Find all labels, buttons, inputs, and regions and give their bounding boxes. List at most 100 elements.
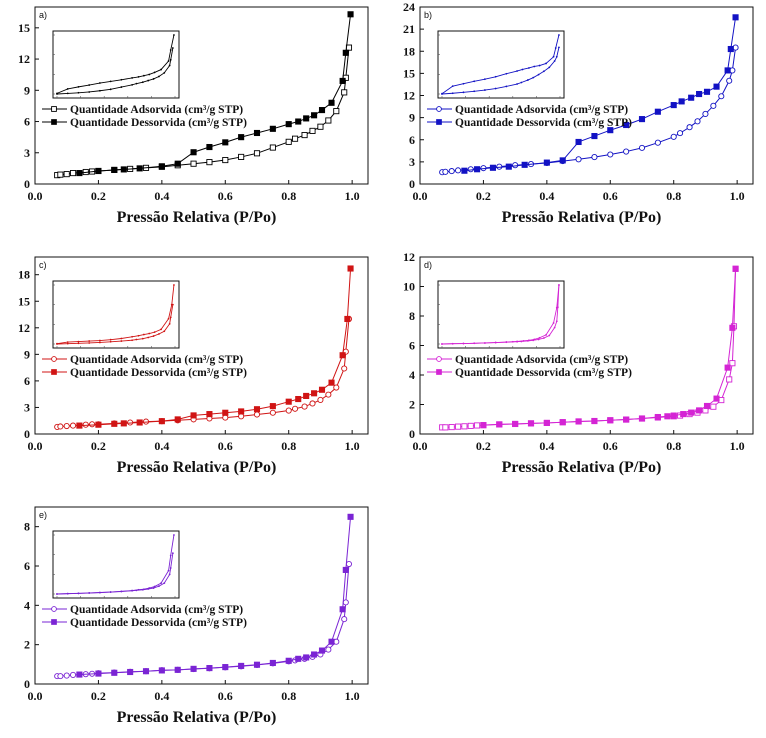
y-tick-label: 3 [409,155,415,169]
data-point [295,395,302,403]
inset-frame [52,280,180,349]
data-point [732,265,739,272]
inset-data-point [109,80,112,83]
inset-data-point [462,342,465,345]
data-point [543,159,550,166]
data-point [342,566,349,573]
inset-data-point [120,86,123,88]
data-point [680,411,687,418]
inset-data-point [516,83,518,85]
inset-series-line [56,34,175,94]
x-tick-label: 0.2 [476,439,491,453]
y-tick-label: 6 [409,339,415,353]
data-point [664,413,671,420]
legend-marker [51,619,57,625]
x-tick-label: 0.8 [666,189,681,203]
data-point [521,161,528,168]
inset-data-point [88,91,91,93]
y-tick-label: 10 [403,280,415,294]
data-point [63,422,70,430]
inset-data-point [131,339,133,342]
data-point [575,418,582,425]
data-point [724,67,731,74]
inset-data-point [99,89,101,92]
data-point [253,150,261,157]
legend-marker [436,119,442,125]
inset-data-point [171,47,174,49]
inset-data-point [553,326,556,329]
data-point [461,167,468,174]
data-point [591,417,598,425]
data-point [448,424,455,431]
y-tick-label: 6 [24,374,30,388]
data-point [222,409,229,416]
data-point [303,392,310,399]
data-point [341,365,348,372]
x-tick-label: 0.0 [28,189,43,203]
data-point [292,135,299,142]
data-point [713,395,720,402]
x-tick-label: 1.0 [345,689,360,703]
data-point [726,77,733,84]
data-point [206,159,213,166]
data-point [253,411,261,418]
y-tick-label: 3 [24,400,30,414]
inset-data-point [137,334,140,337]
y-tick-label: 6 [409,133,415,147]
inset-data-point [451,92,454,95]
data-point [342,49,349,56]
inset-data-point [131,589,133,592]
data-point [670,412,677,419]
data-point [318,647,326,654]
y-tick-label: 9 [409,111,415,125]
inset-data-point [169,49,172,51]
data-point [76,671,83,678]
data-point [729,324,736,331]
inset-data-point [169,316,172,319]
inset-data-point [142,588,145,591]
inset-data-point [552,55,555,58]
data-point [111,166,118,173]
y-tick-label: 12 [403,250,415,264]
data-point [206,411,213,418]
data-point [623,148,630,155]
inset-data-point [88,340,91,342]
data-point [295,655,302,662]
inset-data-point [160,68,162,71]
inset-data-point [522,339,525,342]
inset-frame [437,280,565,349]
x-tick-label: 0.8 [281,439,296,453]
data-point [318,386,326,393]
inset-data-point [484,78,486,81]
panel-label: b) [424,10,432,20]
inset-data-point [120,340,123,342]
data-point [559,419,566,426]
inset-data-point [131,77,133,79]
data-point [688,94,695,101]
data-point [696,90,703,98]
inset-plot [52,280,180,349]
data-point [285,407,292,414]
y-tick-label: 4 [24,598,30,612]
data-point [654,139,661,146]
data-point [724,364,731,371]
data-point [325,646,332,653]
inset-plot [437,30,565,99]
inset-data-point [99,339,101,342]
data-point [638,144,646,151]
series-line-desorption [79,14,352,174]
data-point [710,403,717,410]
inset-data-point [441,92,443,95]
x-tick-label: 0.4 [539,189,554,203]
data-point [341,616,348,623]
inset-data-point [158,333,160,335]
chart-panel-d: 0.0 0.2 0.4 0.6 0.8 1.0 0 2 4 6 8 10 12 Pressão Relat… [403,250,754,476]
inset-data-point [511,340,514,343]
legend-label: Quantidade Adsorvida (cm³/g STP) [455,104,628,116]
x-tick-label: 0.0 [413,189,428,203]
inset-data-point [88,84,91,86]
inset-data-point [77,592,80,595]
data-point [136,419,143,426]
inset-data-point [160,582,162,585]
legend-label: Quantidade Dessorvida (cm³/g STP) [70,367,247,379]
